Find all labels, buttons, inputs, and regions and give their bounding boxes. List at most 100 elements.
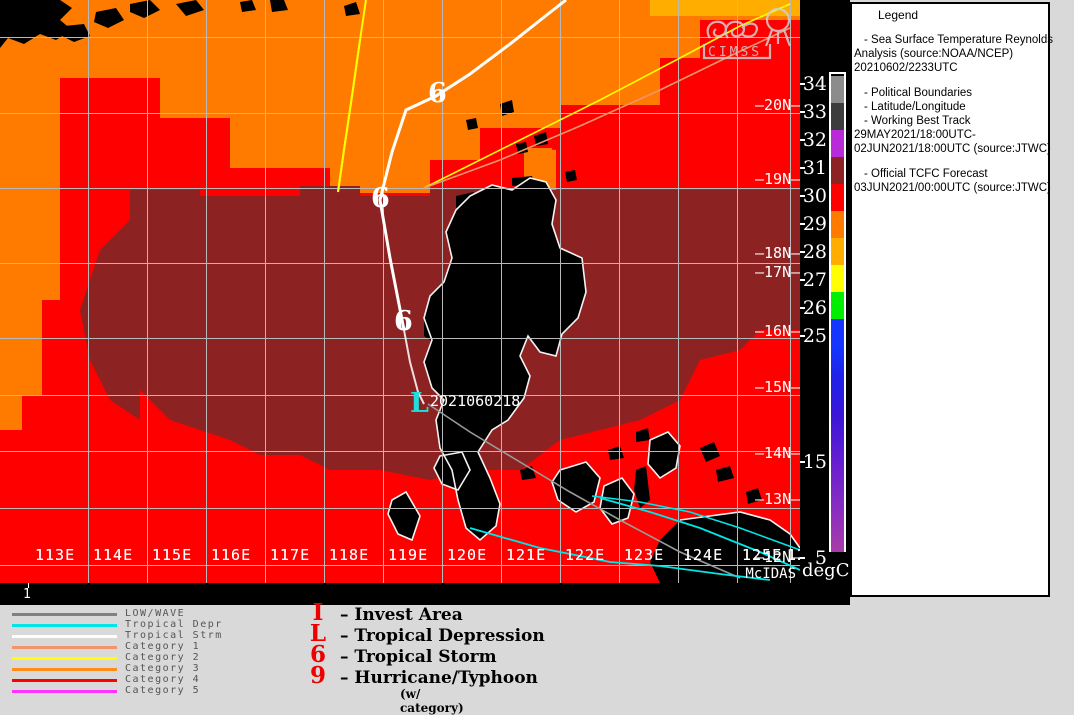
colorbar-band xyxy=(831,211,844,238)
category-note: (w/ category) xyxy=(400,687,464,715)
tick-label: 1 xyxy=(23,587,31,602)
colorbar-band xyxy=(831,319,844,346)
colorbar-tick xyxy=(800,167,805,169)
track-swatch-color xyxy=(12,657,117,660)
track-swatch-label: Tropical Strm xyxy=(125,630,223,641)
colorbar-tick-label: 5 xyxy=(814,547,827,569)
longitude-label: 126E xyxy=(787,546,800,564)
colorbar-tick-labels: 34 33 32 31 30 29 28 27 26 25 15 5 xyxy=(800,0,828,605)
colorbar-band xyxy=(831,130,844,157)
tropical-storm-symbol[interactable]: 6 xyxy=(428,78,447,109)
track-swatch-color xyxy=(12,690,117,693)
colorbar-band xyxy=(831,76,844,103)
legend-spacer xyxy=(852,156,1048,167)
colorbar-units: degC xyxy=(802,560,850,581)
colorbar-band xyxy=(831,292,844,319)
legend-entry: Analysis (source:NOAA/NCEP) xyxy=(854,48,1014,60)
longitude-label: 120E xyxy=(447,546,488,564)
tropical-storm-symbol[interactable]: 6 xyxy=(371,183,390,214)
tropical-depression-symbol[interactable]: L xyxy=(410,388,429,419)
longitude-label: 113E xyxy=(35,546,76,564)
storm-timestamp-label: 2021060218 xyxy=(430,392,521,410)
colorbar-tick xyxy=(800,83,805,85)
colorbar-tick xyxy=(800,223,805,225)
longitude-label: 117E xyxy=(270,546,311,564)
longitude-label: 115E xyxy=(152,546,193,564)
colorbar-tick-label: 28 xyxy=(802,241,827,263)
colorbar-tick-label: 25 xyxy=(802,325,827,347)
storm-tracks[interactable] xyxy=(0,0,800,583)
legend-entry: 02JUN2021/18:00UTC (source:JTWC) xyxy=(854,143,1051,155)
track-swatch-label: LOW/WAVE xyxy=(125,608,186,619)
legend-entry: - Sea Surface Temperature Reynolds xyxy=(864,34,1053,46)
map-bottom-tick-strip: 1 xyxy=(0,583,800,605)
sst-colorbar: 34 33 32 31 30 29 28 27 26 25 15 5 degC xyxy=(800,0,850,605)
mcidas-branding: McIDAS xyxy=(745,566,796,582)
longitude-label: 123E xyxy=(624,546,665,564)
track-swatch-color xyxy=(12,624,117,627)
longitude-label: 118E xyxy=(329,546,370,564)
colorbar-tick-label: 34 xyxy=(802,73,827,95)
sst-field xyxy=(0,0,800,583)
symbol-description: – Invest Area xyxy=(340,605,463,625)
colorbar-gradient xyxy=(829,72,846,552)
legend-entry: 03JUN2021/00:00UTC (source:JTWC) xyxy=(854,182,1051,194)
track-swatch-color xyxy=(12,613,117,616)
colorbar-band xyxy=(831,265,844,292)
colorbar-tick xyxy=(800,335,805,337)
legend-title: Legend xyxy=(878,8,919,22)
colorbar-tick xyxy=(800,139,805,141)
legend-spacer xyxy=(852,75,1048,86)
symbol-glyph: 9 xyxy=(309,662,326,689)
track-legend: LOW/WAVE Tropical Depr Tropical Strm Catego… xyxy=(0,601,1074,715)
colorbar-tick xyxy=(800,251,805,253)
longitude-label: 114E xyxy=(93,546,134,564)
colorbar-tick xyxy=(800,279,805,281)
tropical-storm-symbol[interactable]: 6 xyxy=(394,306,413,337)
symbol-glyph: L xyxy=(309,620,327,647)
latitude-label: –20N– xyxy=(755,96,800,114)
colorbar-tick-label: 29 xyxy=(802,213,827,235)
symbol-description: – Tropical Depression xyxy=(340,626,545,646)
legend-panel: Legend - Sea Surface Temperature Reynold… xyxy=(850,2,1053,597)
longitude-label: 116E xyxy=(211,546,252,564)
track-swatch-color xyxy=(12,635,117,638)
track-swatch-label: Category 5 xyxy=(125,685,201,696)
legend-entry: - Political Boundaries xyxy=(864,87,973,99)
colorbar-tick-label: 33 xyxy=(802,101,827,123)
map-canvas[interactable]: 6 6 6 L 2021060218 113E 114E 115E 116E 117E 1… xyxy=(0,0,800,583)
colorbar-tick xyxy=(800,111,805,113)
track-swatch-color xyxy=(12,646,117,649)
colorbar-band xyxy=(831,103,844,130)
track-swatch-label: Category 2 xyxy=(125,652,201,663)
colorbar-tick xyxy=(800,195,805,197)
latitude-label: –15N– xyxy=(755,378,800,396)
legend-entry: 20210602/2233UTC xyxy=(854,62,958,74)
colorbar-tick xyxy=(800,461,805,463)
colorbar-band xyxy=(831,184,844,211)
colorbar-tick xyxy=(800,557,805,559)
legend-entry: 29MAY2021/18:00UTC- xyxy=(854,129,976,141)
symbol-description: – Tropical Storm xyxy=(340,647,497,667)
track-swatch-label: Tropical Depr xyxy=(125,619,223,630)
colorbar-tick-label: 30 xyxy=(802,185,827,207)
colorbar-tick-label: 27 xyxy=(802,269,827,291)
latitude-label: –13N– xyxy=(755,490,800,508)
track-swatch-label: Category 3 xyxy=(125,663,201,674)
latitude-label: –14N– xyxy=(755,444,800,462)
longitude-label: 121E xyxy=(506,546,547,564)
cimss-logo-watermark: CIMSS xyxy=(702,7,792,60)
latitude-label: –17N– xyxy=(755,263,800,281)
longitude-label: 124E xyxy=(683,546,724,564)
track-swatch-label: Category 4 xyxy=(125,674,201,685)
colorbar-tick-label: 26 xyxy=(802,297,827,319)
latitude-label: –16N– xyxy=(755,322,800,340)
track-swatch-color xyxy=(12,668,117,671)
colorbar-tick-label: 15 xyxy=(802,451,827,473)
track-swatch-color xyxy=(12,679,117,682)
legend-entry: - Working Best Track xyxy=(864,115,971,127)
colorbar-tick-label: 32 xyxy=(802,129,827,151)
track-swatch-label: Category 1 xyxy=(125,641,201,652)
longitude-label: 122E xyxy=(565,546,606,564)
